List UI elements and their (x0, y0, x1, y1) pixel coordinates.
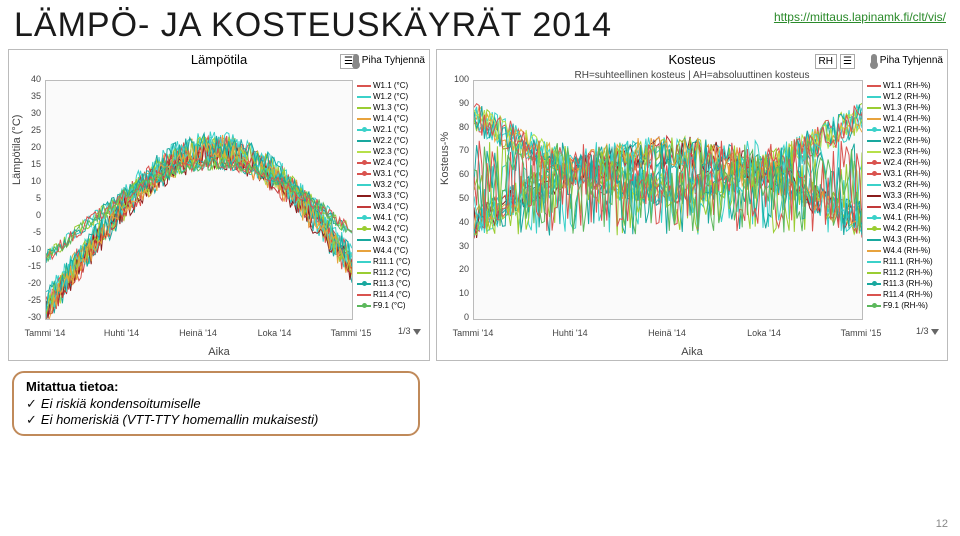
humidity-xlabel: Aika (681, 346, 702, 358)
humidity-plot (473, 80, 863, 320)
charts-row: Lämpötila ☰ Piha Tyhjennä Lämpötila (°C)… (0, 49, 960, 361)
temperature-title: Lämpötila (191, 52, 247, 67)
humidity-rh-box[interactable]: RH (815, 54, 837, 69)
source-url[interactable]: https://mittaus.lapinamk.fi/clt/vis/ (774, 10, 946, 24)
info-box: Mitattua tietoa: ✓Ei riskiä kondensoitum… (12, 371, 420, 436)
temperature-panel: Lämpötila ☰ Piha Tyhjennä Lämpötila (°C)… (8, 49, 430, 361)
humidity-menu-icon[interactable]: ☰ (840, 54, 855, 69)
temperature-xlabel: Aika (208, 346, 229, 358)
temperature-legend: W1.1 (°C)W1.2 (°C)W1.3 (°C)W1.4 (°C)W2.1… (357, 80, 427, 311)
thermometer-icon (353, 54, 359, 66)
thermometer-icon (871, 54, 877, 66)
temperature-header-label: Piha Tyhjennä (362, 55, 425, 66)
temperature-pager[interactable]: 1/3 (398, 326, 421, 336)
info-line-1: ✓Ei riskiä kondensoitumiselle (26, 396, 406, 412)
humidity-panel: Kosteus RH=suhteellinen kosteus | AH=abs… (436, 49, 948, 361)
humidity-header-controls[interactable]: Piha Tyhjennä (871, 54, 943, 66)
humidity-title: Kosteus (669, 52, 716, 67)
temperature-plot (45, 80, 353, 320)
humidity-header-label: Piha Tyhjennä (880, 55, 943, 66)
info-line-2: ✓Ei homeriskiä (VTT-TTY homemallin mukai… (26, 412, 406, 428)
slide-number: 12 (936, 518, 948, 530)
temperature-header-controls[interactable]: Piha Tyhjennä (353, 54, 425, 66)
humidity-pager[interactable]: 1/3 (916, 326, 939, 336)
humidity-legend: W1.1 (RH-%)W1.2 (RH-%)W1.3 (RH-%)W1.4 (R… (867, 80, 945, 311)
info-heading: Mitattua tietoa: (26, 379, 406, 394)
